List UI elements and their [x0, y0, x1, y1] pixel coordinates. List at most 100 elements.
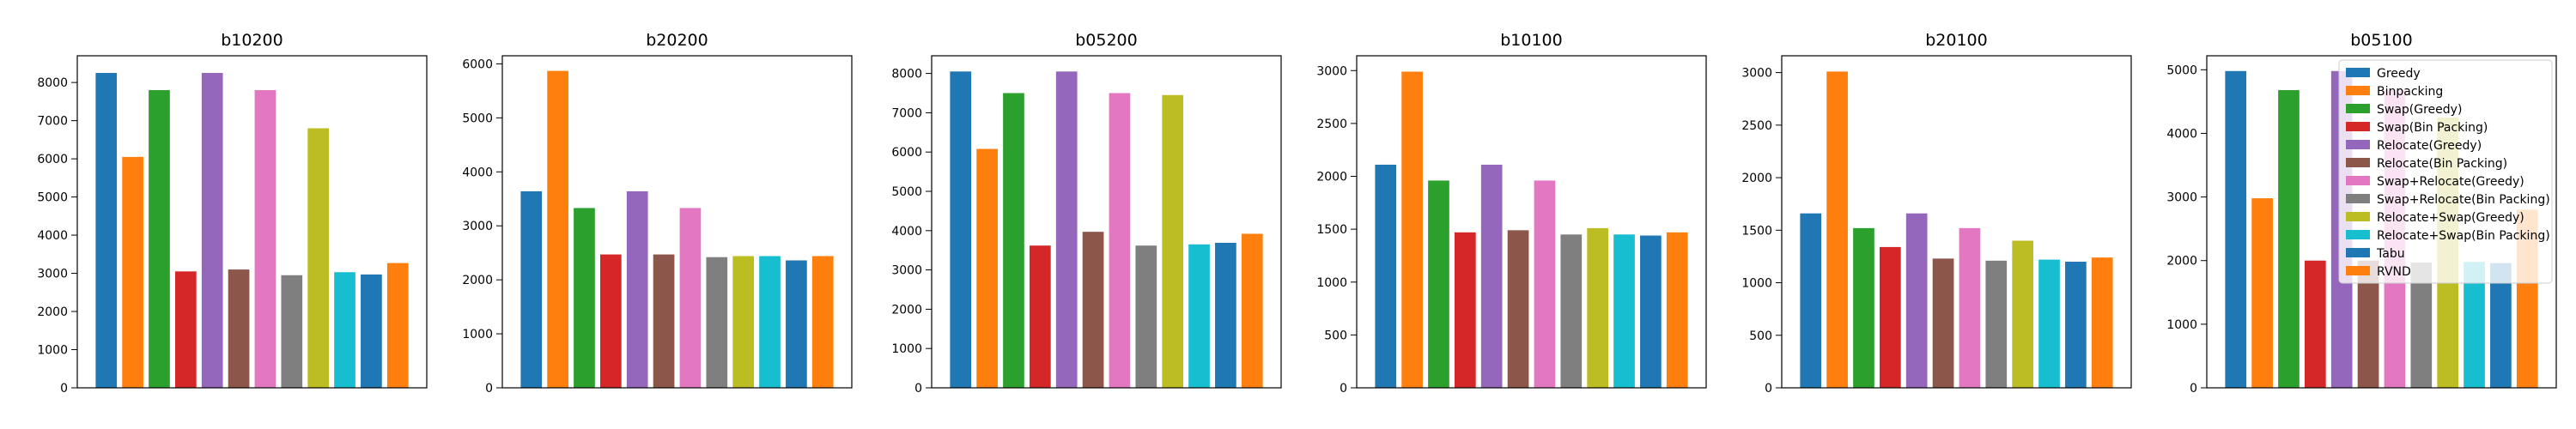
chart-title: b05100: [2350, 31, 2413, 50]
legend-swatch: [2346, 86, 2370, 95]
bar-greedy: [1375, 164, 1397, 388]
legend-swatch: [2346, 68, 2370, 77]
y-tick-label: 0: [2190, 382, 2197, 396]
y-tick-label: 1000: [462, 328, 493, 341]
y-tick-label: 5000: [891, 185, 922, 199]
y-tick-label: 2500: [1316, 118, 1347, 131]
y-tick-label: 3000: [462, 220, 493, 233]
y-tick-label: 2000: [891, 303, 922, 317]
bar-swap-relocate-bin-packing-: [1135, 245, 1157, 388]
y-tick-label: 2000: [1316, 171, 1347, 184]
y-tick-label: 0: [60, 382, 68, 396]
plot-frame: [2206, 55, 2557, 389]
plot-frame: [1356, 55, 1707, 389]
legend-swatch: [2346, 230, 2370, 239]
y-tick-label: 8000: [891, 68, 922, 82]
bar-swap-greedy-: [574, 208, 595, 388]
y-tick-label: 3000: [1316, 64, 1347, 78]
legend-swatch: [2346, 158, 2370, 167]
y-tick-label: 6000: [462, 57, 493, 71]
bar-swap-bin-packing-: [1454, 232, 1476, 388]
legend-entry: Swap(Bin Packing): [2377, 121, 2488, 135]
bar-tabu: [1215, 243, 1236, 388]
bar-rvnd: [1241, 233, 1263, 388]
bar-tabu: [1640, 235, 1662, 388]
chart-panel-b10100: b10100 0 500 1000 1500 2000 2500 3000: [1316, 31, 1707, 396]
y-tick-label: 2500: [1741, 119, 1772, 133]
plot-frame: [931, 55, 1282, 389]
bar-swap-relocate-greedy-: [254, 90, 276, 388]
bar-greedy: [95, 73, 118, 388]
bar-swap-bin-packing-: [1029, 245, 1051, 388]
legend-entry: Tabu: [2376, 247, 2405, 261]
bar-relocate-greedy-: [1480, 164, 1503, 388]
bar-tabu: [361, 274, 382, 388]
legend-entry: Greedy: [2377, 67, 2421, 81]
bar-relocate-greedy-: [1055, 71, 1078, 389]
bar-swap-relocate-greedy-: [679, 208, 702, 388]
bar-rvnd: [2091, 257, 2113, 388]
bar-swap-greedy-: [2278, 90, 2300, 388]
y-tick-label: 1000: [37, 344, 68, 358]
y-tick-label: 1000: [1316, 276, 1347, 290]
y-tick-label: 5000: [462, 112, 493, 125]
bar-binpacking: [1826, 71, 1848, 389]
legend-entry: Relocate+Swap(Greedy): [2377, 211, 2524, 225]
bar-relocate-swap-bin-packing-: [1613, 234, 1635, 388]
bar-relocate-swap-greedy-: [307, 128, 330, 388]
bar-swap-greedy-: [149, 90, 170, 388]
bar-rvnd: [1666, 232, 1688, 388]
bar-tabu: [786, 260, 807, 388]
chart-title: b20100: [1925, 31, 1988, 50]
bar-relocate-swap-greedy-: [1587, 227, 1609, 388]
bar-relocate-swap-bin-packing-: [1188, 244, 1210, 388]
bar-binpacking: [1401, 71, 1423, 389]
bar-relocate-swap-bin-packing-: [759, 256, 781, 388]
bar-relocate-bin-packing-: [653, 254, 675, 388]
bar-relocate-swap-greedy-: [2012, 240, 2034, 388]
legend: Greedy Binpacking Swap(Greedy) Swap(Bin Pac…: [2338, 59, 2553, 284]
bar-swap-bin-packing-: [599, 254, 622, 388]
chart-panel-b20200: b20200 0 1000 2000 3000 4000 5000 6000: [462, 31, 853, 396]
y-tick-label: 8000: [37, 76, 68, 90]
y-tick-label: 500: [1324, 329, 1347, 342]
legend-entry: Relocate+Swap(Bin Packing): [2377, 229, 2550, 243]
plot-frame: [501, 55, 853, 389]
chart-title: b10100: [1500, 31, 1563, 50]
bar-swap-relocate-bin-packing-: [281, 275, 303, 388]
y-tick-label: 2000: [2166, 255, 2197, 269]
legend-entry: RVND: [2377, 265, 2411, 279]
bar-swap-greedy-: [1853, 227, 1874, 388]
legend-box: [2338, 59, 2553, 284]
bar-swap-greedy-: [1428, 180, 1449, 388]
bar-relocate-swap-greedy-: [1162, 94, 1184, 388]
bar-greedy: [2225, 70, 2247, 389]
bar-relocate-greedy-: [201, 73, 223, 388]
bar-relocate-swap-bin-packing-: [2038, 259, 2060, 388]
legend-swatch: [2346, 248, 2370, 257]
y-tick-label: 6000: [891, 146, 922, 160]
y-tick-label: 5000: [37, 191, 68, 205]
bar-relocate-bin-packing-: [1932, 258, 1954, 388]
chart-panel-b10200: b10200 0 1000 2000 3000 4000 5000 6000 7000 8000: [37, 31, 428, 396]
chart-panel-b20100: b20100 0 500 1000 1500 2000 2500 3000: [1741, 31, 2132, 396]
y-tick-label: 3000: [1741, 67, 1772, 81]
chart-title: b10200: [221, 31, 283, 50]
legend-entry: Relocate(Greedy): [2377, 139, 2482, 153]
y-tick-label: 500: [1749, 329, 1772, 343]
y-tick-label: 1500: [1741, 224, 1772, 238]
legend-swatch: [2346, 176, 2370, 185]
y-tick-label: 4000: [462, 166, 493, 179]
bar-greedy: [1800, 213, 1822, 388]
y-tick-label: 0: [1765, 382, 1772, 396]
y-tick-label: 4000: [37, 229, 68, 243]
y-tick-label: 0: [1340, 382, 1347, 396]
legend-entry: Swap+Relocate(Greedy): [2377, 175, 2524, 189]
legend-swatch: [2346, 212, 2370, 221]
bar-relocate-bin-packing-: [1507, 230, 1529, 388]
bar-relocate-bin-packing-: [228, 269, 250, 388]
y-tick-label: 0: [485, 382, 493, 396]
legend-entry: Swap(Greedy): [2377, 103, 2462, 117]
y-tick-label: 1000: [2166, 318, 2197, 332]
